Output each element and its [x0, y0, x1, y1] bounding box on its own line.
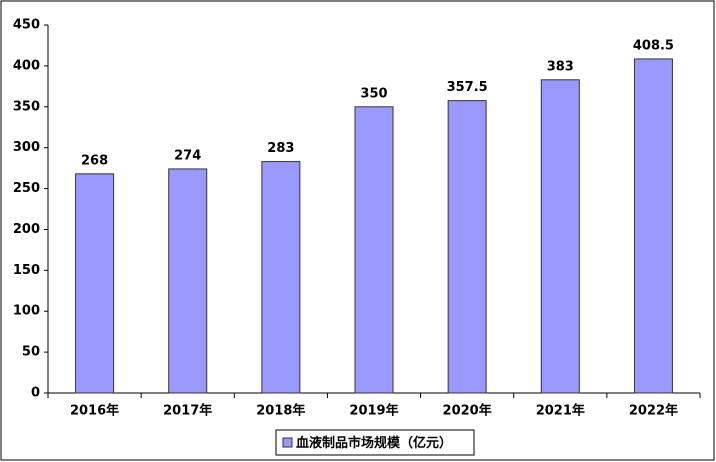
x-tick-label: 2021年	[536, 403, 585, 419]
bar	[168, 168, 208, 394]
bar	[75, 173, 115, 394]
y-tick-label: 350	[13, 99, 40, 114]
x-tick-label: 2019年	[349, 403, 398, 419]
y-tick-label: 250	[13, 181, 40, 196]
bar	[261, 161, 301, 394]
x-tick-label: 2016年	[70, 403, 119, 419]
legend-swatch	[282, 437, 293, 448]
bar	[633, 58, 673, 394]
y-tick-label: 0	[31, 386, 40, 401]
x-tick-label: 2022年	[629, 403, 678, 419]
data-label: 268	[81, 153, 108, 168]
data-label: 408.5	[633, 38, 674, 53]
y-tick-label: 400	[13, 58, 40, 73]
data-label: 283	[267, 141, 294, 156]
bar	[540, 79, 580, 394]
y-tick-label: 50	[22, 345, 40, 360]
x-tick-label: 2018年	[256, 403, 305, 419]
data-label: 357.5	[447, 80, 488, 95]
x-tick-label: 2020年	[443, 403, 492, 419]
legend-label: 血液制品市场规模（亿元）	[296, 435, 452, 451]
data-label: 350	[360, 86, 387, 101]
y-tick-label: 100	[13, 304, 40, 319]
legend-box	[275, 429, 475, 456]
y-tick-label: 150	[13, 263, 40, 278]
data-label: 383	[547, 59, 574, 74]
y-tick-label: 200	[13, 222, 40, 237]
y-tick-label: 450	[13, 18, 40, 33]
y-tick-label: 300	[13, 140, 40, 155]
bar	[354, 106, 394, 394]
bar	[447, 100, 487, 394]
data-label: 274	[174, 148, 201, 163]
x-tick-label: 2017年	[163, 403, 212, 419]
